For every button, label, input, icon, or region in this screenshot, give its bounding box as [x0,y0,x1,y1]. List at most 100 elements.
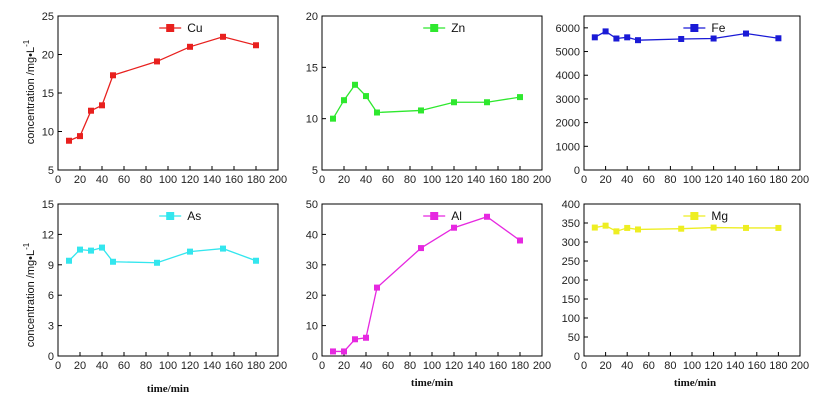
panel-al: 0 20 40 60 80 100 120 140 160 180 200 0 10 20 30 40 50 Al [306,199,551,372]
data-point [363,334,369,341]
y-tick-label: 25 [42,11,54,23]
y-tick-label: 350 [562,218,580,230]
y-axis-label-bottom: concentration /mg•L-1 [22,242,37,347]
data-point [775,224,782,231]
x-tick-label: 60 [382,174,394,186]
y-tick-label: 3000 [556,94,580,106]
data-point [66,257,72,264]
legend-label: Fe [711,21,725,35]
y-tick-label: 0 [48,351,54,363]
x-tick-label: 80 [664,174,676,186]
data-point [602,222,609,229]
data-point [374,284,380,291]
data-point [253,42,259,49]
x-tick-label: 80 [664,360,676,372]
x-tick-label: 200 [791,174,809,186]
y-tick-label: 0 [574,351,580,363]
x-tick-label: 0 [55,174,61,186]
x-tick-label: 20 [74,360,86,372]
x-tick-label: 80 [140,174,152,186]
y-tick-label: 2000 [556,118,580,130]
y-tick-label: 30 [306,260,318,272]
x-tick-label: 60 [643,360,655,372]
x-tick-label: 180 [247,360,265,372]
x-tick-label: 120 [445,360,463,372]
legend-label: Al [451,209,462,223]
x-tick-label: 140 [726,174,744,186]
y-tick-label: 10 [306,114,318,126]
data-point [341,97,347,104]
x-tick-label: 180 [511,360,529,372]
data-point [484,99,490,106]
x-tick-label: 120 [181,174,199,186]
x-axis-label: time/min [411,377,453,389]
y-tick-label: 50 [306,199,318,211]
y-axis-label-text: concentration /mg•L [25,47,37,144]
data-point [154,259,160,266]
legend-label: As [187,209,201,223]
series-line-al [333,216,521,353]
x-tick-label: 80 [404,174,416,186]
y-tick-label: 10 [42,127,54,139]
data-point [624,34,631,41]
series-line-cu [68,36,257,142]
legend: Mg [683,209,728,223]
x-tick-label: 200 [533,174,551,186]
x-tick-label: 180 [769,174,787,186]
data-point [187,43,193,50]
data-point [253,257,259,264]
x-tick-label: 160 [225,360,243,372]
x-tick-label: 20 [599,174,611,186]
x-tick-label: 0 [319,174,325,186]
x-tick-label: 140 [467,360,485,372]
data-point [77,133,83,140]
legend: As [159,209,201,223]
x-tick-label: 160 [489,174,507,186]
y-axis-label-exponent: -1 [22,39,31,47]
y-axis-label-text: concentration /mg•L [25,250,37,347]
x-tick-label: 120 [181,360,199,372]
y-tick-label: 20 [306,290,318,302]
legend-marker [166,212,175,220]
x-tick-label: 0 [319,360,325,372]
y-tick-label: 6 [48,290,54,302]
x-tick-label: 60 [382,360,394,372]
x-tick-label: 100 [423,360,441,372]
x-tick-label: 200 [269,360,287,372]
y-tick-label: 5 [312,165,318,177]
data-point [613,228,620,235]
x-tick-label: 140 [467,174,485,186]
data-point [110,258,116,265]
data-point [517,237,523,244]
panel-cu: 0 20 40 60 80 100 120 140 160 180 200 5 10 15 20 25 Cu [42,11,287,186]
x-tick-label: 140 [203,360,221,372]
x-tick-label: 40 [621,174,633,186]
x-tick-label: 160 [489,360,507,372]
y-axis-label-top: concentration /mg•L-1 [22,39,37,144]
data-point [363,93,369,100]
data-point [330,348,336,355]
x-tick-label: 200 [533,360,551,372]
x-tick-label: 140 [726,360,744,372]
x-axis-label: time/min [147,383,189,395]
y-tick-label: 9 [48,260,54,272]
x-tick-label: 100 [423,174,441,186]
data-point [418,107,424,114]
legend: Cu [159,21,203,35]
x-tick-label: 80 [404,360,416,372]
series-line-zn [332,83,521,119]
data-point [110,72,116,79]
y-axis-label-exponent: -1 [22,242,31,250]
y-tick-label: 10 [306,321,318,333]
legend-marker [430,24,439,32]
x-tick-label: 40 [96,174,108,186]
data-point [591,224,598,231]
y-tick-label: 15 [42,88,54,100]
panel-zn: 0 20 40 60 80 100 120 140 160 180 200 5 10 15 20 Zn [306,11,551,186]
x-tick-label: 200 [269,174,287,186]
data-point [484,213,490,220]
x-tick-label: 160 [748,174,766,186]
plot-frame [321,203,543,357]
y-tick-label: 40 [306,229,318,241]
